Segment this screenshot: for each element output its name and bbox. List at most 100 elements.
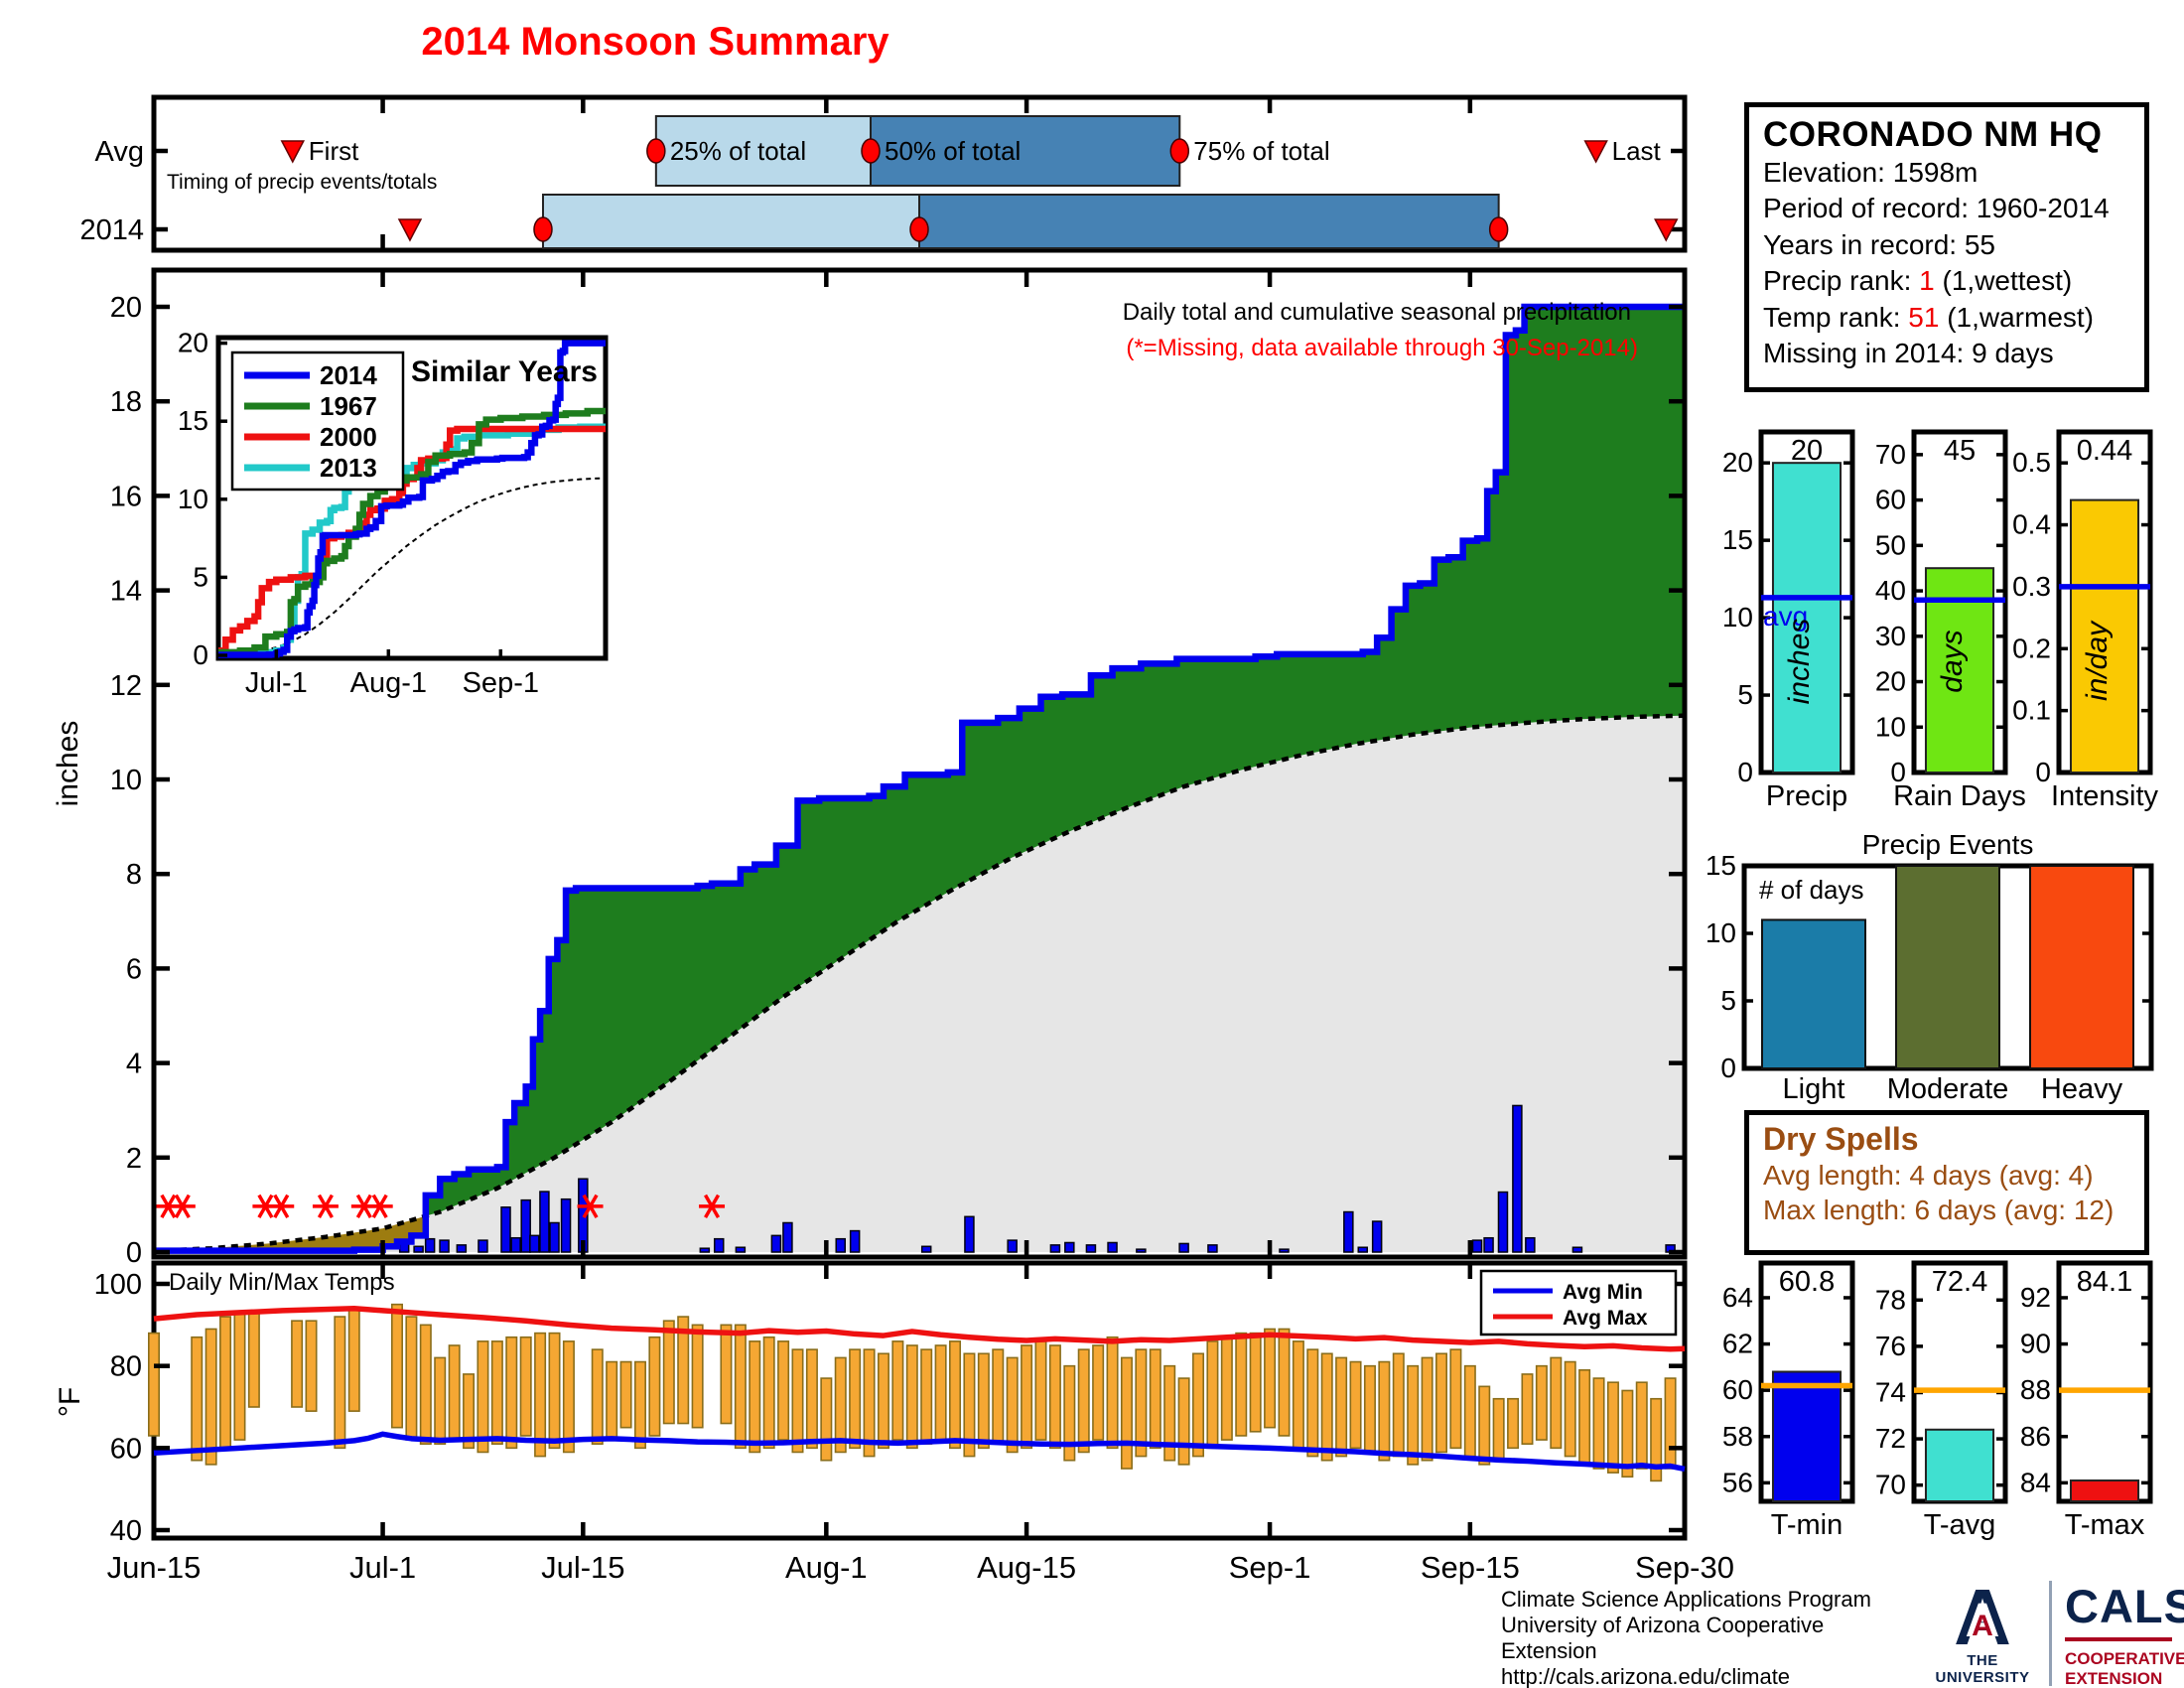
svg-text:84.1: 84.1 — [2077, 1266, 2132, 1298]
svg-text:Aug-15: Aug-15 — [977, 1550, 1076, 1585]
temp-range-bar — [1292, 1340, 1304, 1450]
svg-text:70: 70 — [1875, 1470, 1906, 1500]
svg-text:30: 30 — [1875, 621, 1906, 651]
svg-text:92: 92 — [2020, 1282, 2051, 1313]
svg-text:Heavy: Heavy — [2041, 1073, 2123, 1105]
temp-range-bar — [1135, 1348, 1148, 1458]
daily-precip-bar — [510, 1236, 521, 1253]
temp-range-bar — [834, 1356, 847, 1454]
daily-precip-bar — [1178, 1242, 1189, 1253]
t-min-bar — [1771, 1370, 1843, 1502]
station-years: Years in record: 55 — [1763, 228, 1995, 260]
t-min-gauge: 56 58 60 62 64 60.8 T-min — [1722, 1260, 1855, 1541]
daily-precip-bar — [1049, 1244, 1061, 1253]
svg-text:90: 90 — [2020, 1329, 2051, 1359]
temp-range-bar — [1163, 1364, 1176, 1462]
events-bar-moderate — [1895, 865, 2000, 1069]
daily-precip-bar — [1107, 1241, 1118, 1253]
university-of-arizona-logo: A A A THE UNIVERSITY OF ARIZONA — [1928, 1573, 2037, 1688]
svg-text:50% of total: 50% of total — [885, 136, 1021, 166]
svg-text:6: 6 — [126, 953, 142, 985]
svg-text:2014: 2014 — [320, 360, 377, 390]
temp-range-bar — [734, 1324, 747, 1450]
svg-text:0: 0 — [126, 1237, 142, 1269]
daily-precip-bar — [500, 1206, 511, 1253]
svg-text:72: 72 — [1875, 1423, 1906, 1454]
svg-text:20: 20 — [178, 328, 208, 358]
daily-precip-bar — [1512, 1104, 1523, 1253]
temp-range-bar — [1206, 1340, 1219, 1450]
temp-range-bar — [505, 1336, 518, 1450]
svg-text:Sep-15: Sep-15 — [1421, 1550, 1520, 1585]
svg-text:0: 0 — [1890, 757, 1906, 787]
daily-precip-bar — [849, 1229, 861, 1253]
temp-range-bar — [347, 1308, 360, 1412]
svg-text:T-max: T-max — [2065, 1509, 2145, 1541]
svg-text:Jul-1: Jul-1 — [245, 667, 308, 699]
temp-range-bar — [949, 1340, 962, 1450]
svg-text:T-avg: T-avg — [1924, 1509, 1996, 1541]
temp-range-bar — [1621, 1389, 1634, 1478]
svg-text:5: 5 — [1737, 679, 1753, 710]
svg-text:0: 0 — [193, 639, 208, 670]
temp-range-bar — [1550, 1356, 1563, 1450]
temp-range-bar — [562, 1340, 575, 1454]
temp-range-bar — [1664, 1377, 1677, 1470]
temp-range-bar — [490, 1340, 503, 1446]
svg-text:Daily total and cumulative sea: Daily total and cumulative seasonal prec… — [1123, 299, 1631, 326]
svg-text:20: 20 — [1722, 447, 1753, 478]
svg-text:18: 18 — [110, 386, 142, 418]
svg-text:12: 12 — [110, 670, 142, 702]
temp-range-bar — [1149, 1348, 1161, 1450]
temp-range-bar — [1635, 1381, 1648, 1470]
svg-text:# of days: # of days — [1759, 875, 1864, 905]
precip-bar — [1771, 462, 1843, 774]
svg-text:Moderate: Moderate — [1887, 1073, 2009, 1105]
svg-text:74: 74 — [1875, 1376, 1906, 1407]
temp-range-bar — [1606, 1381, 1619, 1474]
temp-panel: 40 60 80 100 Jun-15 Jul-1 Jul-15 Aug-1 Aug-15 Sep… — [54, 1260, 1734, 1585]
svg-text:0.4: 0.4 — [2012, 509, 2051, 540]
temp-range-bar — [863, 1348, 876, 1458]
temp-range-bar — [247, 1312, 260, 1408]
precip-events-chart: Light Moderate Heavy 0 5 10 15 # of days Precip … — [1706, 829, 2154, 1105]
station-precip-rank: Precip rank: 1 (1,wettest) — [1763, 265, 2073, 297]
logo-divider — [2049, 1581, 2052, 1686]
temp-range-bar — [434, 1356, 447, 1446]
temp-range-bar — [1192, 1352, 1205, 1458]
temp-range-bar — [1320, 1352, 1333, 1462]
svg-text:Rain Days: Rain Days — [1893, 780, 2026, 812]
daily-precip-bar — [920, 1245, 932, 1253]
block-a-icon: A A A — [1954, 1573, 2011, 1661]
svg-text:Light: Light — [1783, 1073, 1845, 1105]
svg-text:15: 15 — [1706, 850, 1736, 881]
svg-text:0.44: 0.44 — [2077, 435, 2132, 467]
daily-precip-bar — [735, 1246, 747, 1253]
temp-range-bar — [1578, 1369, 1591, 1466]
temp-range-bar — [1235, 1332, 1248, 1437]
temp-range-bar — [419, 1324, 432, 1446]
svg-text:4: 4 — [126, 1049, 142, 1080]
svg-text:in/day: in/day — [2081, 620, 2114, 701]
station-missing: Missing in 2014: 9 days — [1763, 337, 2054, 368]
svg-text:10: 10 — [178, 484, 208, 514]
temp-range-bar — [390, 1303, 403, 1429]
svg-text:avg: avg — [1763, 601, 1808, 632]
temp-range-bar — [148, 1332, 161, 1437]
station-temp-rank: Temp rank: 51 (1,warmest) — [1763, 301, 2095, 333]
svg-text:70: 70 — [1875, 439, 1906, 470]
svg-text:Avg Min: Avg Min — [1563, 1281, 1643, 1304]
temp-range-bar — [1278, 1328, 1291, 1437]
temp-range-bar — [1363, 1364, 1376, 1454]
t-max-gauge: 84 86 88 90 92 84.1 T-max — [2020, 1260, 2153, 1541]
svg-text:Precip: Precip — [1766, 780, 1847, 812]
svg-text:0.5: 0.5 — [2012, 447, 2051, 478]
svg-text:86: 86 — [2020, 1421, 2051, 1452]
temp-legend-box — [1479, 1269, 1678, 1336]
daily-precip-bar — [560, 1197, 572, 1253]
temp-range-bar — [820, 1377, 833, 1462]
daily-precip-bar — [699, 1247, 711, 1253]
daily-precip-bar — [539, 1191, 550, 1253]
